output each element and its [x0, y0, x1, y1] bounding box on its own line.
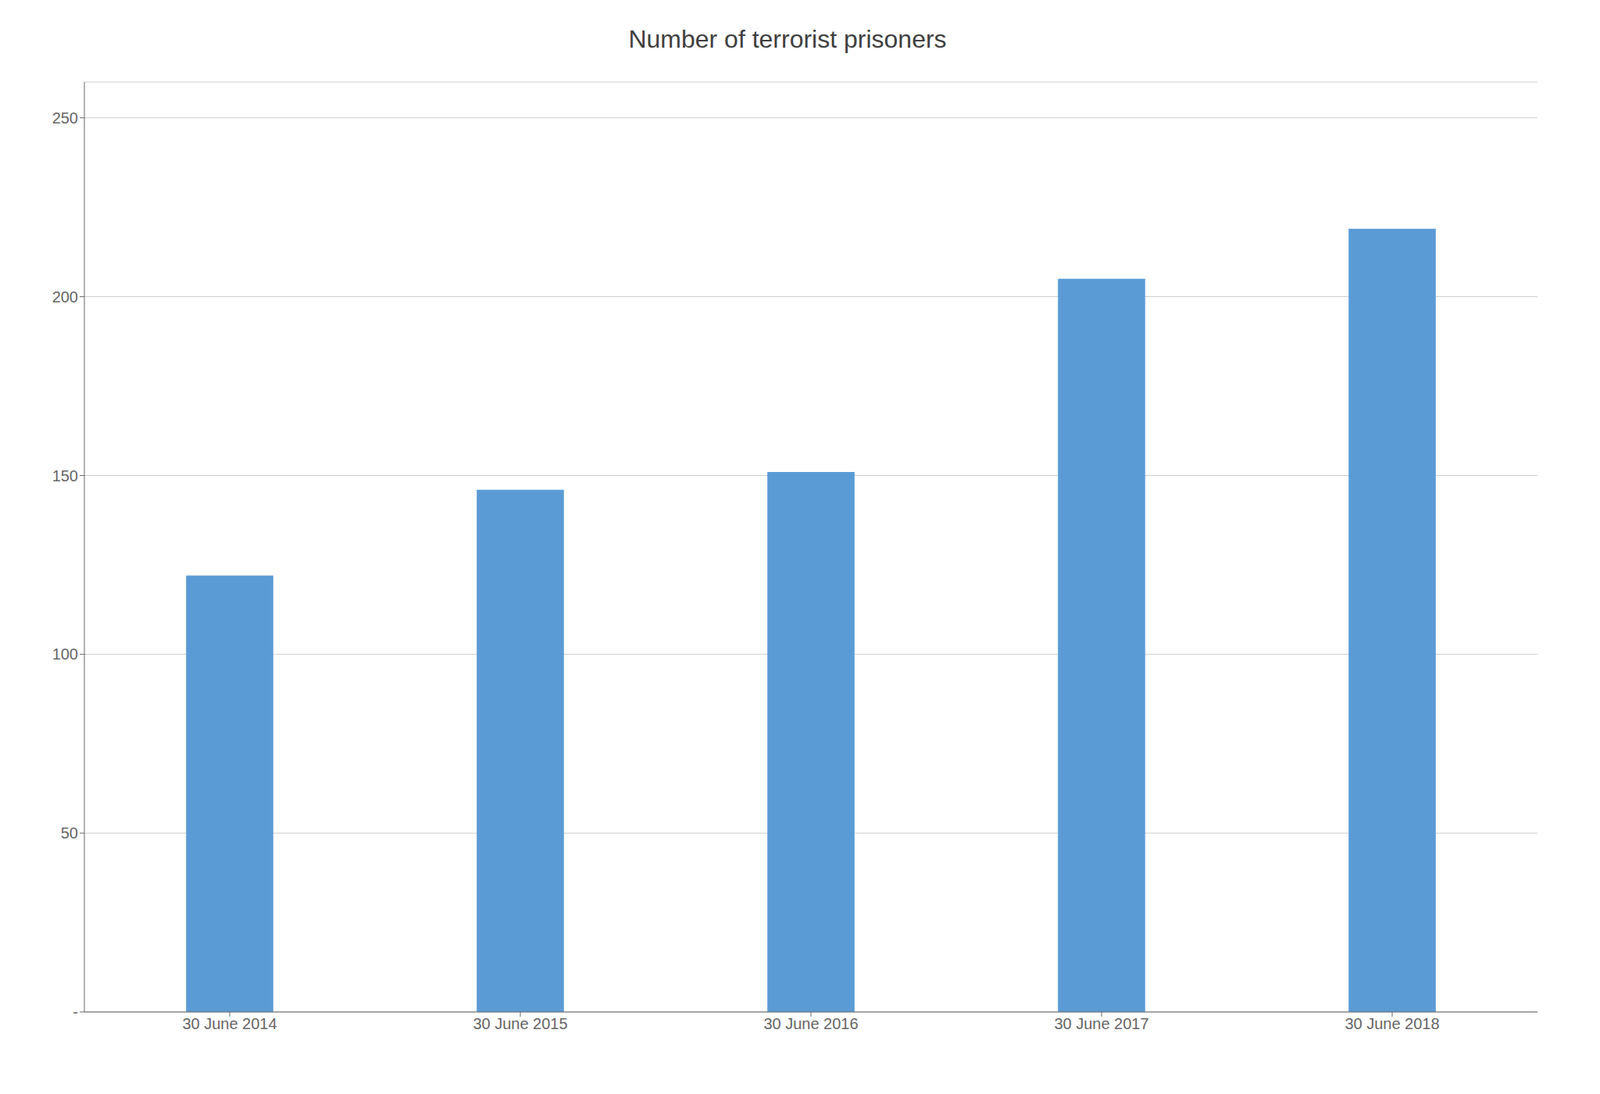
svg-text:-: -: [72, 1003, 79, 1021]
svg-text:50: 50: [60, 824, 79, 842]
svg-text:30 June 2018: 30 June 2018: [1344, 1014, 1440, 1033]
svg-text:30 June 2016: 30 June 2016: [763, 1014, 858, 1033]
svg-text:30 June 2015: 30 June 2015: [472, 1014, 568, 1033]
svg-text:250: 250: [52, 109, 79, 127]
svg-text:150: 150: [52, 467, 79, 485]
svg-text:200: 200: [52, 288, 79, 306]
html-text:Number of terrorist prisoners: Number of terrorist prisoners: [628, 25, 947, 54]
svg-text:30 June 2014: 30 June 2014: [182, 1014, 277, 1033]
svg-text:30 June 2017: 30 June 2017: [1053, 1014, 1149, 1033]
svg-text:100: 100: [52, 645, 79, 663]
